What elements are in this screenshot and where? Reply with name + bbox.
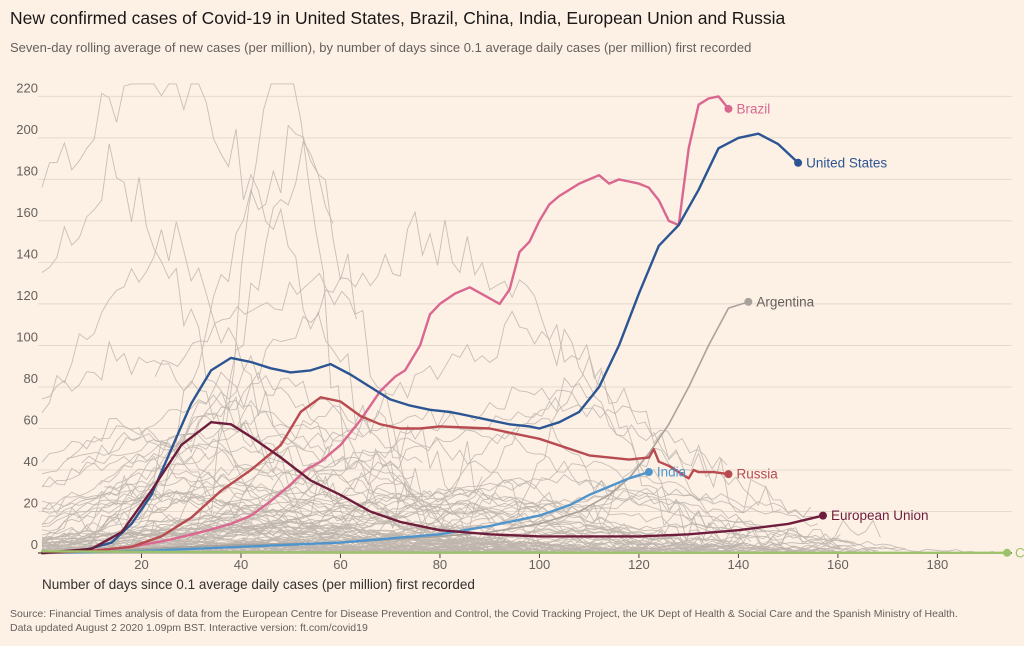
y-tick-label: 20 xyxy=(24,495,38,510)
y-tick-label: 120 xyxy=(16,288,38,303)
other-country-line xyxy=(151,83,429,554)
series-label-brazil: Brazil xyxy=(736,101,770,116)
other-country-line xyxy=(41,210,811,539)
chart-title: New confirmed cases of Covid-19 in Unite… xyxy=(10,8,786,28)
other-country-line xyxy=(41,484,311,532)
source-note: Source: Financial Times analysis of data… xyxy=(10,607,1010,635)
other-country-line xyxy=(41,143,498,541)
other-country-line xyxy=(42,124,334,554)
other-countries-lines xyxy=(41,83,994,555)
series-label-united-states: United States xyxy=(806,155,887,170)
series-line-european-union xyxy=(40,421,825,555)
x-tick-label: 100 xyxy=(529,557,551,572)
other-country-line xyxy=(41,425,207,496)
series-label-india: India xyxy=(657,465,687,480)
series-label-china: China xyxy=(1015,545,1024,560)
x-tick-label: 60 xyxy=(333,557,347,572)
series-end-dot-argentina xyxy=(744,297,753,306)
other-country-line xyxy=(41,83,483,496)
y-tick-label: 220 xyxy=(16,80,38,95)
series-line-china xyxy=(40,550,1009,554)
other-country-line xyxy=(41,453,207,526)
series-end-dot-united-states xyxy=(794,158,803,167)
x-tick-label: 140 xyxy=(728,557,750,572)
y-tick-label: 140 xyxy=(16,246,38,261)
chart-subtitle: Seven-day rolling average of new cases (… xyxy=(10,40,752,55)
series-line-india xyxy=(40,470,651,555)
series-label-european-union: European Union xyxy=(831,508,929,523)
other-country-line xyxy=(72,487,745,554)
source-line-2: Data updated August 2 2020 1.09pm BST. I… xyxy=(10,622,368,634)
series-line-brazil xyxy=(40,95,730,555)
series-end-dot-china xyxy=(1003,548,1012,557)
y-tick-label: 180 xyxy=(16,163,38,178)
x-axis-label: Number of days since 0.1 average daily c… xyxy=(42,577,475,592)
x-tick-label: 20 xyxy=(134,557,148,572)
other-country-line xyxy=(41,493,856,554)
other-country-line xyxy=(154,272,358,377)
highlighted-series xyxy=(40,95,1012,557)
other-country-line xyxy=(147,513,498,546)
series-label-argentina: Argentina xyxy=(756,294,814,309)
series-end-dot-european-union xyxy=(818,511,827,520)
series-line-russia xyxy=(40,396,730,555)
source-line-1: Source: Financial Times analysis of data… xyxy=(10,608,958,620)
y-tick-label: 100 xyxy=(16,329,38,344)
series-labels: Brazil United States Argentina India Russia E… xyxy=(657,101,1024,560)
y-tick-label: 200 xyxy=(16,122,38,137)
other-country-line xyxy=(41,438,438,511)
other-country-line xyxy=(41,221,326,484)
y-tick-label: 80 xyxy=(24,371,38,386)
x-tick-label: 40 xyxy=(234,557,248,572)
series-label-russia: Russia xyxy=(736,467,778,482)
y-tick-label: 60 xyxy=(24,412,38,427)
x-tick-label: 180 xyxy=(927,557,949,572)
series-end-dot-russia xyxy=(724,470,733,479)
series-end-dot-india xyxy=(644,468,653,477)
y-tick-label: 40 xyxy=(24,454,38,469)
y-tick-label: 0 xyxy=(31,537,38,552)
x-tick-label: 120 xyxy=(628,557,650,572)
other-country-line xyxy=(41,411,326,545)
y-tick-label: 160 xyxy=(16,205,38,220)
y-axis-tick-labels: 0 20 40 60 80 100 120 140 160 180 200 220 xyxy=(16,80,38,552)
series-line-united-states xyxy=(40,132,800,555)
series-end-dot-brazil xyxy=(724,104,733,113)
other-country-line xyxy=(41,464,274,514)
x-axis-tick-labels: 20 40 60 80 100 120 140 160 180 xyxy=(134,553,948,572)
other-country-line xyxy=(92,396,728,554)
line-chart: 0 20 40 60 80 100 120 140 160 180 200 220 20 40 60 80 1… xyxy=(16,80,1024,592)
x-tick-label: 80 xyxy=(433,557,447,572)
other-country-line xyxy=(177,489,656,546)
x-tick-label: 160 xyxy=(827,557,849,572)
other-country-line xyxy=(66,412,515,526)
